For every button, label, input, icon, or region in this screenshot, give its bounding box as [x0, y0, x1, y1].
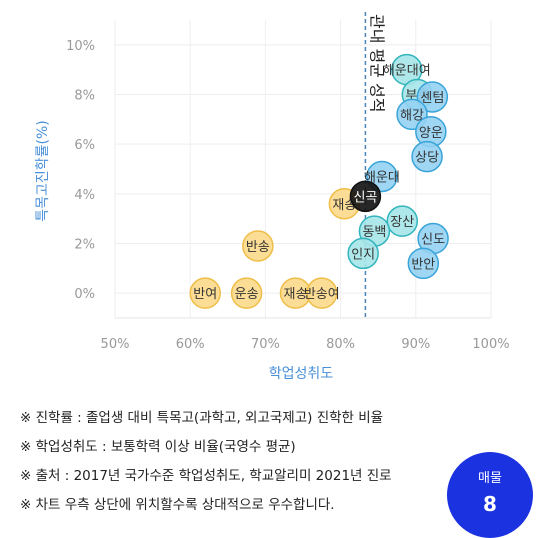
- data-point-label: 신도: [421, 233, 445, 248]
- data-points: 해운대여부흥센텀해강양운상당해운대장산동백신도인지반안재송신곡반송반여운송재송반…: [189, 53, 449, 309]
- y-tick-label: 8%: [74, 89, 95, 104]
- data-point: [407, 247, 440, 280]
- data-point: [411, 140, 443, 173]
- x-tick-label: 70%: [251, 337, 280, 352]
- data-point-label: 운송: [235, 287, 259, 302]
- data-point-label: 해운대: [364, 170, 400, 185]
- x-axis-title: 학업성취도: [269, 366, 334, 382]
- scatter-chart: 0% 2% 4% 6% 8% 10% 50% 60% 70% 80% 90% 100% 관내 평균 …: [35, 12, 510, 382]
- y-tick-label: 6%: [74, 138, 95, 153]
- footnote: ※ 학업성취도 : 보통학력 이상 비율(국영수 평균): [20, 439, 296, 455]
- data-point-label: 반송여: [304, 287, 340, 302]
- data-point-label: 재송: [284, 287, 308, 302]
- data-point-label: 해강: [400, 108, 424, 123]
- data-point-label: 신곡: [353, 190, 377, 205]
- y-tick-label: 4%: [74, 188, 95, 203]
- y-tick-label: 0%: [74, 287, 95, 302]
- data-point-label: 장산: [390, 215, 414, 230]
- data-point-label: 인지: [351, 247, 375, 262]
- x-tick-label: 90%: [401, 337, 430, 352]
- y-tick-label: 10%: [66, 39, 95, 54]
- footnote: ※ 진학률 : 졸업생 대비 특목고(과학고, 외고국제고) 진학한 비율: [20, 410, 384, 426]
- data-point: [306, 277, 338, 309]
- y-tick-label: 2%: [74, 238, 95, 253]
- data-point-label: 동백: [362, 225, 386, 240]
- reference-line-label: 관내 평균 성적: [367, 14, 386, 113]
- data-point-label: 반안: [411, 257, 435, 272]
- footnote: ※ 차트 우측 상단에 위치할수록 상대적으로 우수합니다.: [20, 497, 335, 513]
- data-point-label: 상당: [415, 151, 439, 166]
- footnotes: ※ 진학률 : 졸업생 대비 특목고(과학고, 외고국제고) 진학한 비율 ※ …: [20, 404, 460, 520]
- x-tick-label: 60%: [176, 337, 205, 352]
- data-point-label: 해운대여: [383, 64, 431, 79]
- data-point-label: 양운: [419, 126, 443, 141]
- data-point: [386, 205, 419, 237]
- x-axis-ticks: 50% 60% 70% 80% 90% 100%: [101, 337, 510, 352]
- data-point-label: 반송: [246, 240, 270, 255]
- listing-count-badge[interactable]: 매물 8: [447, 452, 533, 538]
- data-point: [230, 277, 263, 309]
- data-point-label: 센텀: [420, 91, 444, 106]
- x-tick-label: 100%: [472, 337, 509, 352]
- data-point: [349, 180, 382, 213]
- badge-label: 매물: [478, 471, 502, 486]
- x-tick-label: 80%: [326, 337, 355, 352]
- y-axis-title: 특목고진학률(%): [35, 120, 51, 222]
- badge-number: 8: [483, 492, 497, 516]
- data-point: [416, 81, 449, 113]
- data-point: [242, 230, 274, 262]
- y-axis-ticks: 0% 2% 4% 6% 8% 10%: [66, 39, 95, 302]
- data-point: [347, 237, 379, 270]
- x-tick-label: 50%: [101, 337, 130, 352]
- data-point-label: 반여: [193, 287, 217, 302]
- footnote: ※ 출처 : 2017년 국가수준 학업성취도, 학교알리미 2021년 진로: [20, 468, 392, 484]
- data-point: [189, 277, 221, 309]
- data-point-label: 재송: [332, 198, 356, 213]
